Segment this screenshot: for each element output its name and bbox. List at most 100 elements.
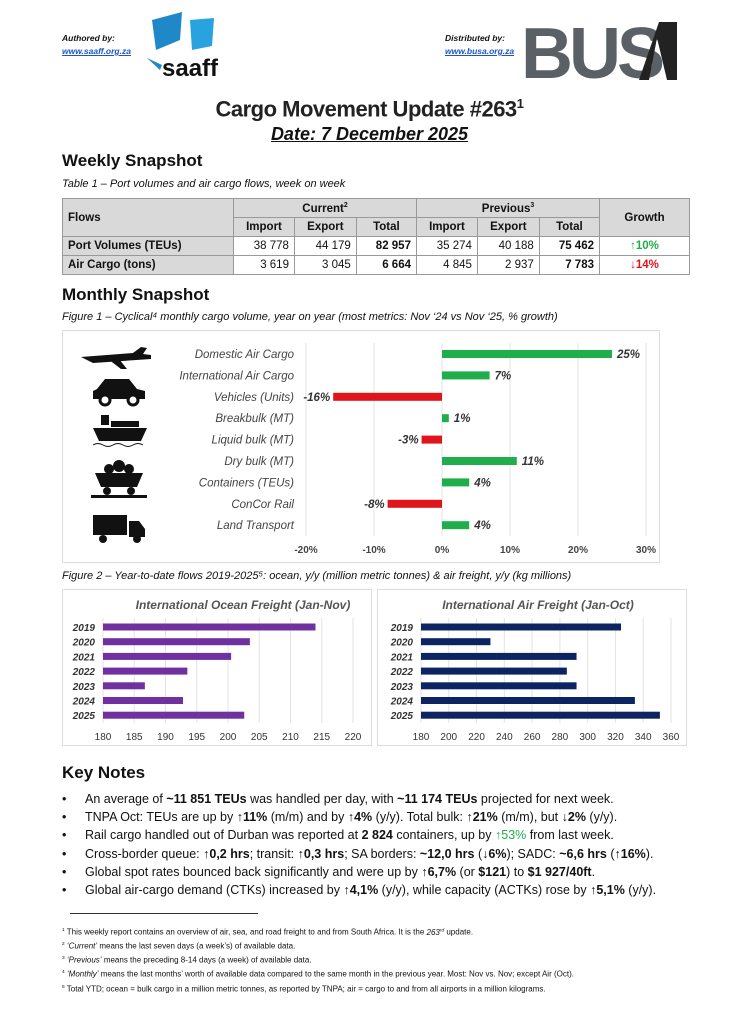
busa-logo-text: BUS	[521, 18, 663, 84]
data-label: -8%	[364, 499, 384, 511]
y-tick-label: 2023	[390, 682, 414, 693]
col-total: Total	[355, 217, 417, 237]
bar	[421, 623, 621, 631]
airplane-icon	[81, 347, 151, 369]
air-freight-chart: International Air Freight (Jan-Oct) 180 20…	[377, 589, 687, 746]
footnote: 2 ‘Current’ means the last seven days (a…	[62, 941, 296, 951]
category-label: Breakbulk (MT)	[215, 413, 294, 425]
x-tick-label: 320	[607, 732, 624, 743]
y-tick-label: 2024	[72, 697, 96, 708]
y-tick-label: 2022	[72, 667, 96, 678]
x-tick-label: 195	[188, 732, 205, 743]
bar	[442, 414, 449, 423]
bar	[103, 623, 316, 631]
figure1-caption: Figure 1 – Cyclical⁴ monthly cargo volum…	[62, 311, 558, 323]
chart-title: International Air Freight (Jan-Oct)	[442, 598, 634, 612]
growth-value: ↑10%	[599, 236, 690, 256]
busa-logo: BUS	[521, 14, 677, 94]
y-tick-label: 2022	[390, 667, 414, 678]
data-label: 25%	[616, 349, 640, 361]
bar	[442, 371, 490, 380]
bar	[333, 392, 442, 401]
col-total: Total	[538, 217, 601, 237]
data-label: 11%	[522, 456, 544, 468]
x-tick-label: -10%	[362, 545, 385, 556]
category-label: Liquid bulk (MT)	[212, 435, 295, 447]
saaff-logo: saaff	[142, 10, 240, 82]
bar	[442, 521, 470, 530]
saaff-logo-text: saaff	[162, 55, 219, 80]
bar	[103, 652, 232, 660]
x-tick-label: 210	[282, 732, 299, 743]
y-tick-label: 2020	[72, 638, 96, 649]
col-export: Export	[293, 217, 357, 237]
bar	[421, 435, 442, 444]
data-label: -3%	[398, 435, 418, 447]
footnote-divider	[70, 913, 258, 914]
category-label: International Air Cargo	[179, 370, 294, 382]
category-label: ConCor Rail	[231, 499, 294, 511]
y-tick-label: 2024	[390, 697, 414, 708]
key-note-item: Cross-border queue: ↑0,2 hrs; transit: ↑…	[62, 847, 656, 861]
figure2-caption: Figure 2 – Year-to-date flows 2019-2025⁵…	[62, 570, 572, 582]
y-tick-label: 2025	[390, 711, 414, 722]
key-notes-heading: Key Notes	[62, 763, 146, 782]
x-tick-label: 215	[313, 732, 330, 743]
col-growth: Growth	[599, 198, 690, 237]
page-title: Cargo Movement Update #2631	[215, 96, 524, 122]
x-tick-label: 360	[663, 732, 680, 743]
y-tick-label: 2019	[72, 623, 96, 634]
bar	[421, 697, 635, 704]
x-tick-label: 205	[251, 732, 268, 743]
bar	[421, 711, 660, 719]
ship-icon	[92, 415, 147, 447]
y-tick-label: 2019	[390, 623, 414, 634]
bar	[103, 711, 245, 719]
key-note-item: An average of ~11 851 TEUs was handled p…	[62, 792, 656, 806]
distributed-label: Distributed by:	[445, 33, 505, 43]
x-tick-label: 240	[496, 732, 513, 743]
col-flows: Flows	[62, 198, 234, 237]
data-label: 1%	[454, 413, 471, 425]
y-tick-label: 2021	[72, 652, 96, 663]
data-label: 4%	[473, 520, 491, 532]
growth-value: ↓14%	[599, 255, 690, 275]
col-export: Export	[476, 217, 540, 237]
bar	[103, 682, 145, 690]
bar	[421, 682, 577, 690]
table-row: Air Cargo (tons) 3 619 3 045 6 664 4 845 2 93…	[62, 255, 690, 275]
footnotes: 1 This weekly report contains an overvie…	[62, 925, 574, 996]
category-label: Containers (TEUs)	[199, 477, 294, 489]
table-row: Port Volumes (TEUs) 38 778 44 179 82 957 35 …	[62, 236, 690, 256]
weekly-heading: Weekly Snapshot	[62, 151, 203, 170]
weekly-table: Flows Current2 Previous3 Growth Import Ex…	[62, 198, 690, 275]
x-tick-label: 10%	[500, 545, 520, 556]
key-note-item: Global air-cargo demand (CTKs) increased…	[62, 883, 656, 897]
y-tick-label: 2023	[72, 682, 96, 693]
footnote: 3 ‘Previous’ means the preceding 8-14 da…	[62, 955, 312, 965]
x-tick-label: 200	[440, 732, 457, 743]
col-current: Current2	[233, 198, 417, 218]
data-label: 4%	[473, 477, 491, 489]
category-label: Land Transport	[217, 520, 295, 532]
busa-link[interactable]: www.busa.org.za	[445, 46, 515, 56]
x-tick-label: 340	[635, 732, 652, 743]
report-date: Date: 7 December 2025	[270, 124, 469, 144]
figure1-chart: -20% -10% 0% 10% 20% 30% Domestic Air Cargo 25%…	[62, 330, 660, 563]
bar	[103, 667, 188, 675]
category-label: Dry bulk (MT)	[224, 456, 294, 468]
y-tick-label: 2025	[72, 711, 96, 722]
saaff-link[interactable]: www.saaff.org.za	[62, 46, 131, 56]
x-tick-label: 30%	[636, 545, 656, 556]
x-tick-label: 220	[345, 732, 362, 743]
key-note-item: Rail cargo handled out of Durban was rep…	[62, 828, 656, 842]
bar	[421, 667, 567, 675]
data-label: 7%	[495, 370, 512, 382]
footnote: 5 Total YTD; ocean = bulk cargo in a mil…	[62, 984, 546, 994]
col-previous: Previous3	[415, 198, 601, 218]
x-tick-label: 260	[524, 732, 541, 743]
category-label: Domestic Air Cargo	[195, 349, 295, 361]
chart-title: International Ocean Freight (Jan-Nov)	[136, 598, 351, 612]
key-note-item: TNPA Oct: TEUs are up by ↑11% (m/m) and …	[62, 810, 656, 824]
x-tick-label: 20%	[568, 545, 588, 556]
